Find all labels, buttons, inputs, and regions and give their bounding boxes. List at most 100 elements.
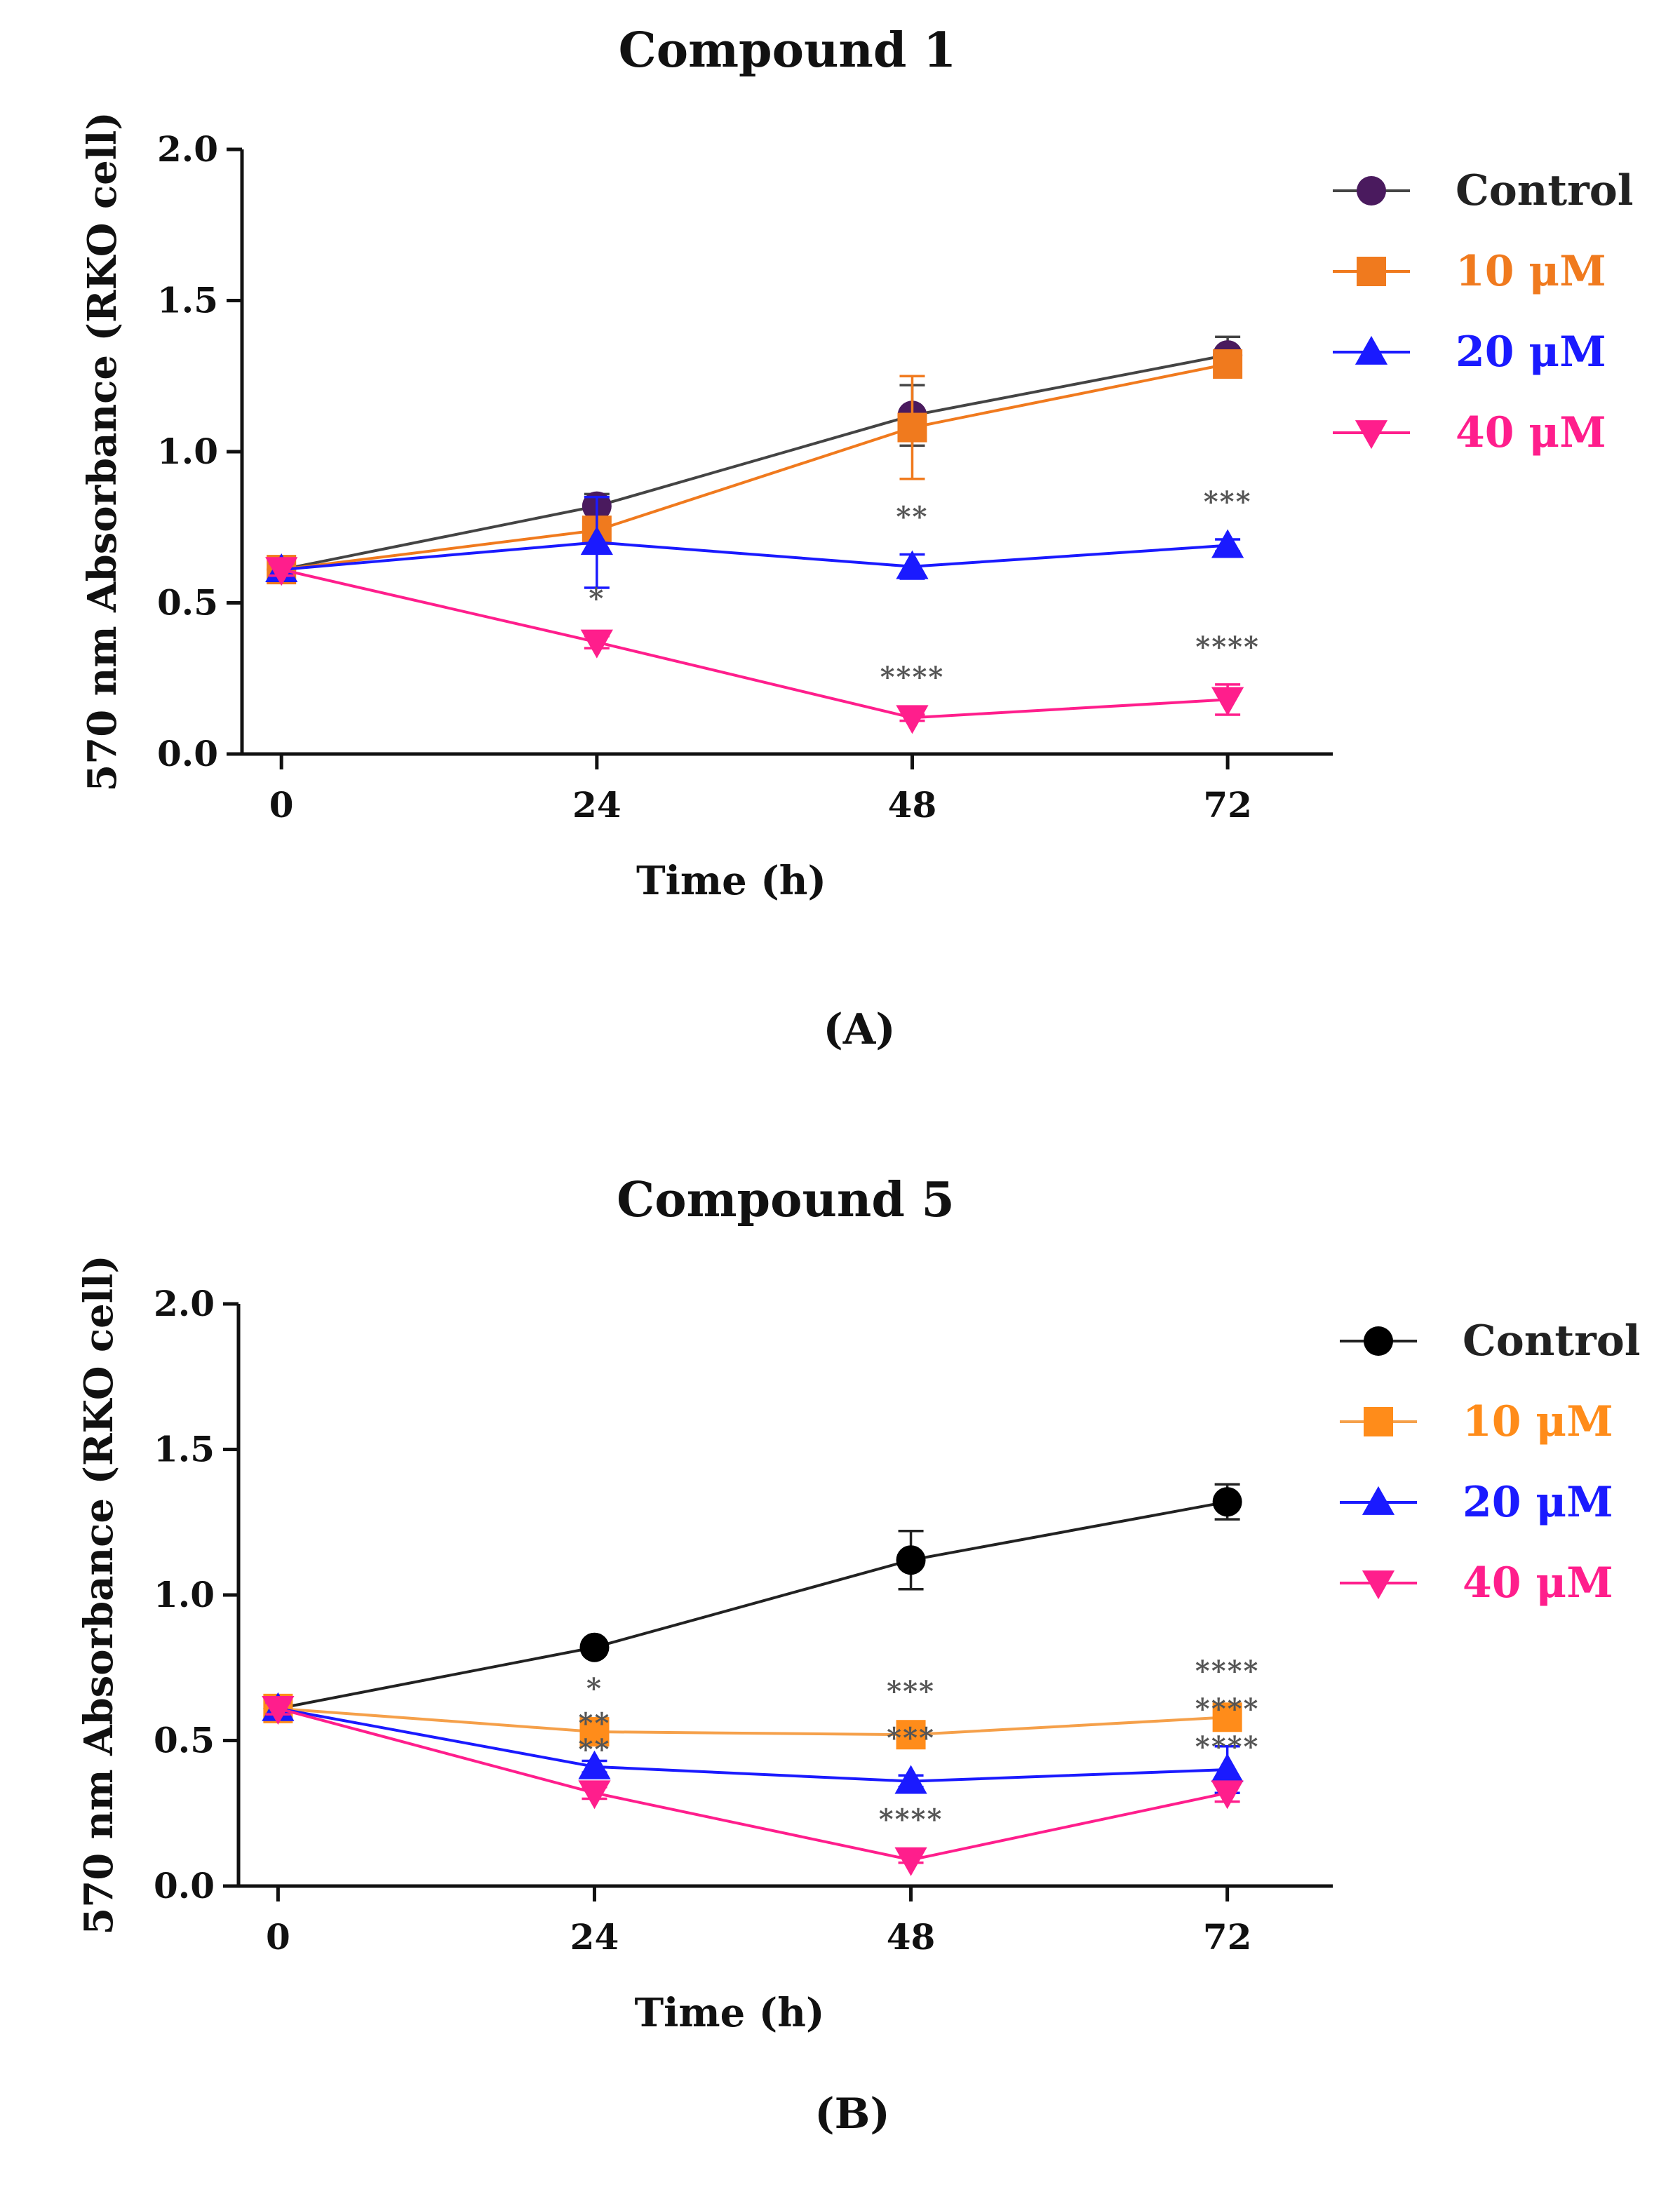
y-tick-label: 0.0 bbox=[157, 733, 218, 774]
data-point bbox=[896, 550, 929, 579]
x-tick-label: 48 bbox=[887, 1916, 936, 1958]
data-point bbox=[579, 1717, 610, 1747]
data-point bbox=[262, 1696, 295, 1725]
significance-label: **** bbox=[879, 1803, 943, 1836]
legend-item: 10 μM bbox=[1333, 247, 1606, 296]
data-point bbox=[1212, 1702, 1242, 1732]
series-line bbox=[278, 1707, 1228, 1737]
data-point bbox=[896, 1720, 926, 1750]
data-point bbox=[579, 1632, 610, 1662]
legend-item: Control bbox=[1340, 1317, 1641, 1366]
significance-label: **** bbox=[1195, 1730, 1260, 1763]
series-4 bbox=[262, 1696, 1244, 1876]
y-tick-label: 1.5 bbox=[154, 1429, 215, 1470]
series-line bbox=[281, 541, 1228, 572]
panel-label: (A) bbox=[823, 1005, 895, 1054]
data-point bbox=[1211, 1753, 1244, 1782]
y-tick-label: 2.0 bbox=[157, 128, 218, 170]
legend-label: 40 μM bbox=[1456, 408, 1606, 457]
legend-marker bbox=[1364, 1407, 1393, 1436]
y-tick-label: 1.0 bbox=[154, 1574, 215, 1615]
chart-b-svg: Compound 5 0.0 0.5 1.0 1.5 2.0 0 24 48 72 Time (h)… bbox=[76, 1172, 1641, 2139]
series-line bbox=[277, 1707, 1228, 1862]
significance-label: ** bbox=[896, 501, 929, 534]
x-axis-label: Time (h) bbox=[634, 1990, 824, 2036]
data-point bbox=[1213, 349, 1243, 379]
legend-label: Control bbox=[1463, 1317, 1641, 1366]
legend-item: 20 μM bbox=[1333, 328, 1606, 377]
legend-item: 20 μM bbox=[1340, 1478, 1613, 1527]
legend-item: 40 μM bbox=[1333, 408, 1606, 457]
chart-panel-a: Compound 1 0.0 0.5 1.0 1.5 2.0 0 24 48 72 Time (h)… bbox=[79, 22, 1634, 1054]
legend-item: 40 μM bbox=[1340, 1559, 1613, 1608]
data-point bbox=[578, 1780, 611, 1810]
data-point bbox=[1211, 687, 1244, 716]
legend-item: 10 μM bbox=[1340, 1397, 1613, 1446]
significance-label: *** bbox=[887, 1675, 935, 1708]
significance-label: * bbox=[589, 582, 605, 615]
legend-label: 20 μM bbox=[1463, 1478, 1613, 1527]
data-point bbox=[265, 557, 298, 586]
significance-label: *** bbox=[887, 1721, 935, 1754]
legend-label: 10 μM bbox=[1463, 1397, 1613, 1446]
legend-marker bbox=[1357, 257, 1386, 286]
data-point bbox=[1211, 529, 1244, 558]
legend-item: Control bbox=[1333, 166, 1634, 215]
y-tick-label: 1.5 bbox=[157, 280, 218, 321]
y-axis-label: 570 nm Absorbance (RKO cell) bbox=[76, 1255, 122, 1934]
x-tick-label: 48 bbox=[888, 784, 937, 826]
x-tick-label: 0 bbox=[266, 1916, 290, 1958]
x-tick-label: 72 bbox=[1203, 1916, 1252, 1958]
series-line bbox=[281, 354, 1228, 572]
significance-label: * bbox=[586, 1672, 603, 1705]
y-axis-label: 570 nm Absorbance (RKO cell) bbox=[79, 112, 126, 791]
data-point bbox=[580, 526, 613, 556]
data-point bbox=[1212, 1487, 1242, 1517]
significance-label: ** bbox=[579, 1733, 611, 1766]
legend-marker bbox=[1362, 1570, 1395, 1600]
data-point bbox=[1211, 1780, 1244, 1810]
legend-label: Control bbox=[1456, 166, 1634, 215]
data-point bbox=[894, 1765, 927, 1794]
data-point bbox=[894, 1847, 927, 1876]
data-point bbox=[896, 1545, 926, 1575]
legend-marker bbox=[1355, 420, 1388, 450]
series-4 bbox=[265, 557, 1244, 734]
series-1 bbox=[267, 335, 1243, 585]
series-2 bbox=[267, 349, 1243, 585]
chart-panel-b: Compound 5 0.0 0.5 1.0 1.5 2.0 0 24 48 72 Time (h)… bbox=[0, 1104, 1680, 2208]
legend-label: 10 μM bbox=[1456, 247, 1606, 296]
chart-a-svg: Compound 1 0.0 0.5 1.0 1.5 2.0 0 24 48 72 Time (h)… bbox=[79, 22, 1634, 1054]
legend-marker bbox=[1355, 335, 1388, 365]
series-line bbox=[278, 1707, 1228, 1783]
panel-label: (B) bbox=[814, 2089, 890, 2139]
x-axis-label: Time (h) bbox=[636, 858, 826, 904]
legend-marker bbox=[1364, 1326, 1393, 1356]
data-point bbox=[580, 629, 613, 659]
y-tick-label: 0.5 bbox=[154, 1720, 215, 1761]
significance-label: ** bbox=[579, 1707, 611, 1740]
legend-marker bbox=[1357, 176, 1386, 206]
x-tick-label: 24 bbox=[570, 1916, 619, 1958]
legend-marker bbox=[1362, 1486, 1395, 1515]
series-2 bbox=[263, 1693, 1242, 1750]
significance-label: **** bbox=[1195, 1655, 1260, 1688]
x-tick-label: 24 bbox=[572, 784, 621, 826]
data-point bbox=[897, 412, 927, 443]
chart-title: Compound 5 bbox=[617, 1172, 955, 1228]
legend-label: 20 μM bbox=[1456, 328, 1606, 377]
data-point bbox=[578, 1750, 611, 1779]
x-tick-label: 72 bbox=[1203, 784, 1252, 826]
chart-title: Compound 1 bbox=[619, 22, 957, 79]
y-tick-label: 0.5 bbox=[157, 582, 218, 624]
series-line bbox=[278, 1500, 1228, 1710]
significance-label: **** bbox=[1195, 1692, 1260, 1725]
data-point bbox=[896, 705, 929, 734]
significance-label: **** bbox=[880, 661, 945, 694]
series-line bbox=[281, 363, 1228, 572]
y-tick-label: 2.0 bbox=[154, 1283, 215, 1324]
series-line bbox=[281, 568, 1228, 720]
series-1 bbox=[263, 1483, 1242, 1723]
y-tick-label: 0.0 bbox=[154, 1865, 215, 1906]
x-tick-label: 0 bbox=[269, 784, 294, 826]
